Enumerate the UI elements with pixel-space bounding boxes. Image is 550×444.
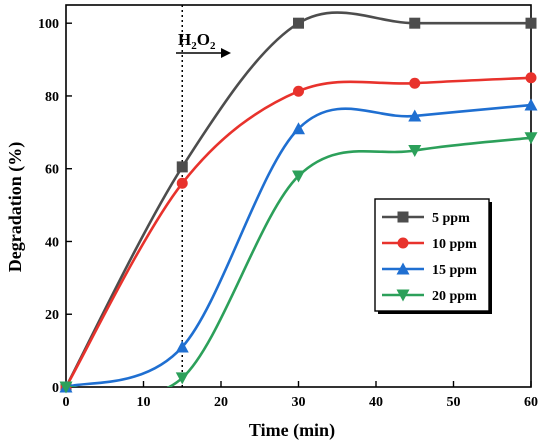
data-point-10-ppm (176, 177, 188, 189)
data-point-20-ppm (408, 145, 422, 158)
x-tick-label: 20 (214, 395, 228, 410)
legend-item-20-ppm: 20 ppm (382, 289, 477, 304)
h2o2-sub-2: 2 (210, 40, 216, 52)
y-tick-label: 80 (45, 90, 59, 105)
svg-text:H2O2: H2O2 (178, 30, 216, 52)
series-20-ppm (59, 132, 538, 394)
data-point-5-ppm (176, 161, 188, 173)
legend-label-5-ppm: 5 ppm (432, 211, 470, 226)
data-point-15-ppm (175, 340, 189, 353)
data-point-20-ppm (59, 381, 73, 394)
y-tick-label: 40 (45, 235, 59, 250)
y-tick-label: 20 (45, 308, 59, 323)
series-group (59, 11, 538, 394)
h2o2-text-h: H (178, 30, 191, 49)
h2o2-arrowhead (221, 48, 231, 58)
h2o2-sub-1: 2 (191, 40, 197, 52)
legend-label-20-ppm: 20 ppm (432, 289, 477, 304)
legend-marker-15-ppm (396, 262, 410, 275)
data-point-10-ppm (293, 85, 304, 97)
x-tick-label: 60 (524, 395, 538, 410)
y-axis-title: Degradation (%) (5, 142, 26, 272)
axes: 0 10 20 30 40 50 60 0 20 40 60 80 100 (38, 4, 538, 410)
x-tick-label: 40 (369, 395, 383, 410)
series-line-5-ppm (66, 11, 531, 387)
legend-item-5-ppm: 5 ppm (382, 211, 470, 226)
h2o2-text-o: O (197, 30, 210, 49)
legend-label-10-ppm: 10 ppm (432, 237, 477, 252)
series-line-10-ppm (66, 76, 531, 387)
data-point-15-ppm (524, 98, 538, 111)
plot-frame (65, 4, 532, 388)
data-point-5-ppm (293, 17, 304, 29)
legend-item-15-ppm: 15 ppm (382, 262, 477, 278)
x-tick-label: 0 (63, 395, 70, 410)
data-point-20-ppm (292, 170, 305, 183)
data-point-15-ppm (408, 109, 422, 122)
series-line-20-ppm (66, 136, 531, 387)
x-tick-label: 50 (447, 395, 461, 410)
legend-item-10-ppm: 10 ppm (382, 237, 477, 252)
x-tick-label: 10 (137, 395, 151, 410)
data-point-5-ppm (525, 17, 537, 29)
legend-label-15-ppm: 15 ppm (432, 263, 477, 278)
y-tick-label: 0 (52, 381, 59, 396)
y-tick-label: 100 (38, 17, 59, 32)
y-tick-label: 60 (45, 163, 59, 178)
data-point-5-ppm (409, 17, 421, 29)
x-tick-label: 30 (292, 395, 306, 410)
legend: 5 ppm 10 ppm 15 ppm 20 ppm (374, 198, 492, 314)
data-point-10-ppm (525, 72, 537, 84)
data-point-20-ppm (175, 372, 189, 385)
x-axis-title: Time (min) (249, 420, 335, 441)
series-line-15-ppm (66, 103, 531, 387)
data-point-15-ppm (292, 122, 305, 135)
h2o2-annotation: H2O2 (176, 30, 231, 58)
legend-marker-5-ppm (397, 211, 409, 223)
legend-marker-20-ppm (396, 289, 410, 302)
data-point-20-ppm (524, 132, 538, 145)
legend-marker-10-ppm (397, 237, 409, 249)
data-point-10-ppm (409, 77, 421, 89)
